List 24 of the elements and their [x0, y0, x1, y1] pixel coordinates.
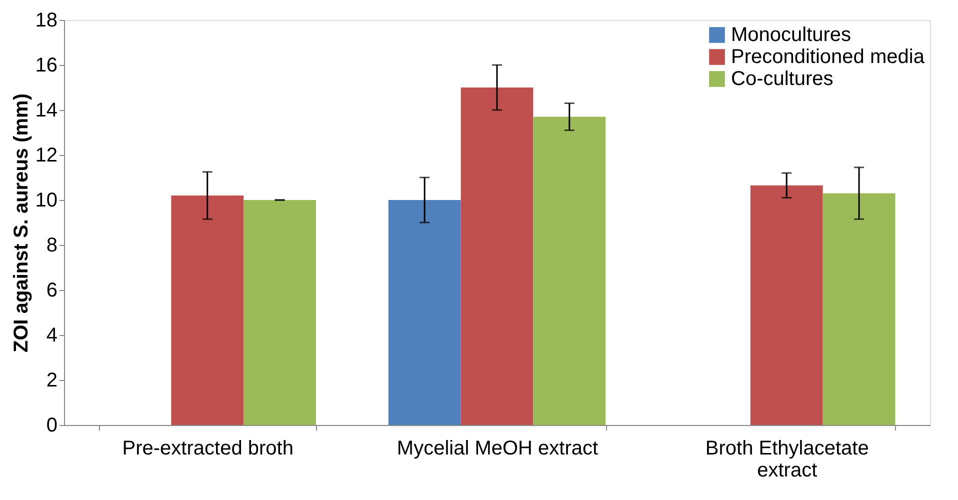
y-tick-label: 2: [46, 370, 58, 392]
x-tick-label: Broth Ethylacetate extract: [705, 438, 869, 482]
y-tick-label: 10: [35, 190, 58, 212]
y-tick-label: 8: [46, 234, 58, 256]
y-tick-label: 0: [46, 414, 58, 436]
legend-label: Monocultures: [731, 24, 852, 46]
y-tick-label: 16: [35, 54, 58, 76]
legend-label: Preconditioned media: [731, 46, 926, 68]
bar: [388, 200, 461, 425]
bar: [244, 200, 316, 425]
legend-label: Co-cultures: [731, 68, 834, 90]
bar: [750, 185, 823, 425]
bar: [460, 88, 534, 425]
y-tick-label: 6: [46, 280, 58, 302]
x-tick-label: Pre-extracted broth: [122, 438, 294, 460]
y-tick-label: 18: [35, 10, 58, 32]
y-tick-label: 4: [46, 324, 58, 346]
x-tick-label: Mycelial MeOH extract: [396, 438, 599, 460]
bar: [822, 193, 896, 425]
y-axis-title: ZOI against S. aureus (mm): [10, 94, 32, 352]
y-tick-label: 12: [35, 144, 58, 166]
bar: [533, 116, 606, 425]
bar: [171, 196, 244, 425]
y-tick-label: 14: [35, 100, 58, 122]
